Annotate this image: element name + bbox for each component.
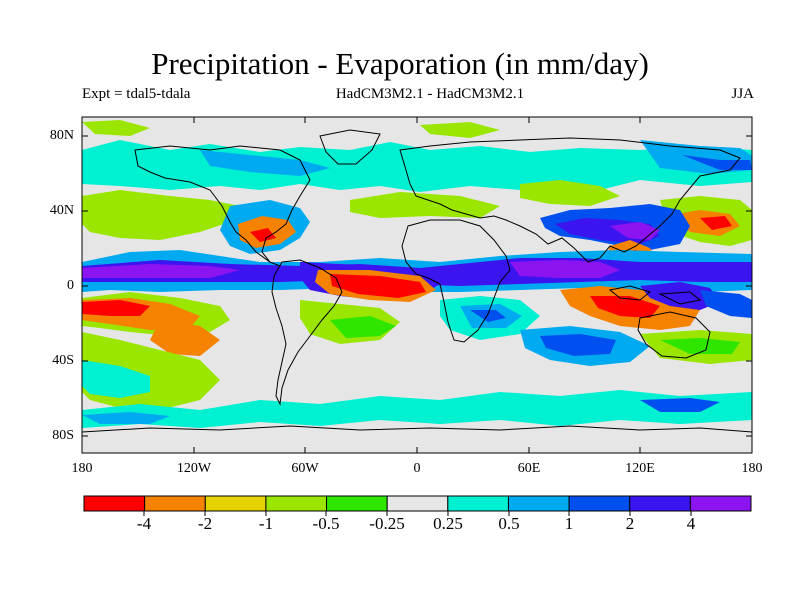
colorbar-label: -0.5 [312,514,340,533]
lat-label-40n: 40N [49,203,74,218]
lon-label-120e: 120E [625,461,655,476]
colorbar-label: -1 [258,514,274,533]
colorbar-swatch [507,495,570,512]
colorbar-swatch [144,495,206,512]
colorbar-swatch [386,495,449,512]
lat-label-0: 0 [67,278,74,293]
colorbar [83,495,752,512]
lat-label-40s: 40S [52,353,74,368]
coastlines [82,129,752,433]
south-america-coast [271,259,343,406]
colorbar-swatch [568,495,631,512]
colorbar-label: 0.25 [433,514,463,533]
colorbar-swatch [326,495,388,512]
lat-label-80s: 80S [52,428,74,443]
north-america-coast [134,145,311,267]
colorbar-label: -2 [197,514,213,533]
australia-coast [637,311,711,359]
colorbar-ticks [143,511,692,516]
lon-label-180-west: 180 [71,461,93,476]
colorbar-label: 4 [686,514,696,533]
eurasia-coast [399,137,741,263]
lon-label-60w: 60W [291,461,319,476]
lon-label-60e: 60E [517,461,541,476]
colorbar-swatch [265,495,328,512]
map-ticks [82,117,752,453]
map-field [82,120,752,428]
season-label: JJA [731,86,754,102]
colorbar-swatch [689,495,752,512]
colorbar-label: 0.5 [498,514,520,533]
colorbar-swatch [629,495,691,512]
model-label: HadCM3M2.1 - HadCM3M2.1 [335,86,525,102]
colorbar-swatch [204,495,267,512]
lat-label-80n: 80N [49,128,74,143]
lon-label-180-east: 180 [741,461,763,476]
greenland-coast [319,129,381,165]
colorbar-label: 2 [625,514,635,533]
colorbar-label: -4 [136,514,152,533]
africa-coast [401,219,511,343]
colorbar-swatch [447,495,509,512]
page-title: Precipitation - Evaporation (in mm/day) [151,46,649,81]
experiment-label: Expt = tdal5-tdala [82,86,191,102]
colorbar-label: -0.25 [369,514,405,533]
colorbar-swatch [83,495,146,512]
antarctica-coast [82,425,752,433]
indonesia-coast [608,285,702,305]
lon-label-0: 0 [413,461,421,476]
lon-label-120w: 120W [176,461,212,476]
colorbar-label: 1 [564,514,574,533]
